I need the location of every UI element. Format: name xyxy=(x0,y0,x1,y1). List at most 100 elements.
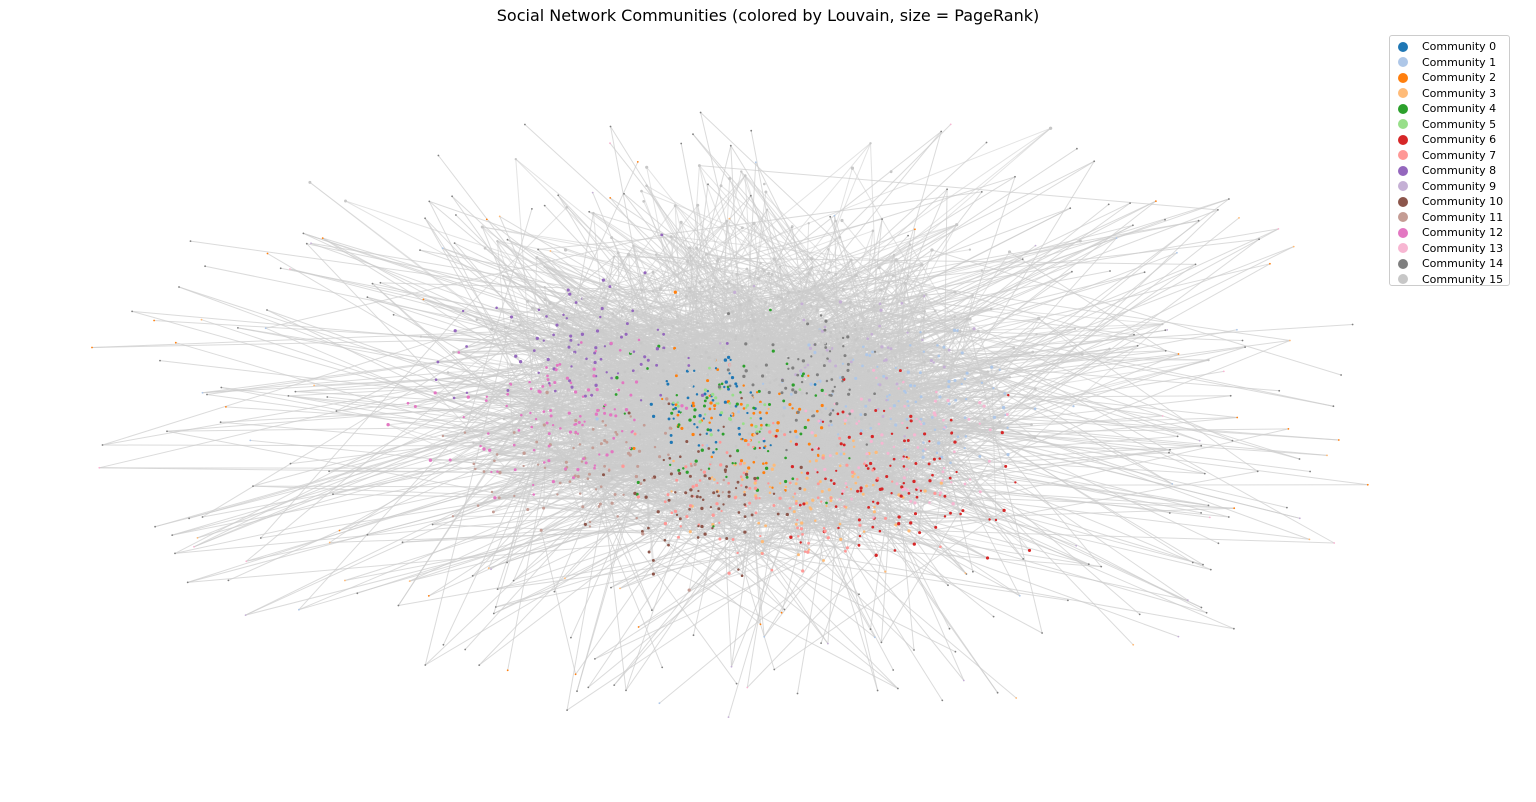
node-community-6 xyxy=(816,471,819,474)
node-community-10 xyxy=(662,458,665,462)
node-community-1 xyxy=(795,435,799,439)
node-community-6 xyxy=(794,442,798,446)
node-community-14 xyxy=(188,517,191,520)
edge xyxy=(830,449,1171,499)
node-community-7 xyxy=(633,432,637,436)
node-community-11 xyxy=(586,477,590,481)
node-community-9 xyxy=(1186,599,1189,602)
node-community-14 xyxy=(783,608,786,611)
node-community-4 xyxy=(785,362,789,366)
node-community-14 xyxy=(761,374,765,378)
node-community-6 xyxy=(915,495,919,499)
node-community-15 xyxy=(756,276,760,281)
node-community-6 xyxy=(959,512,962,516)
node-community-1 xyxy=(990,365,994,369)
edge xyxy=(367,296,797,438)
node-community-14 xyxy=(692,634,695,637)
node-community-15 xyxy=(502,417,506,421)
node-community-0 xyxy=(728,372,731,375)
edge xyxy=(713,286,1334,407)
node-community-13 xyxy=(824,392,827,396)
node-community-14 xyxy=(492,612,495,615)
edge xyxy=(630,353,829,644)
node-community-14 xyxy=(815,373,819,377)
node-community-2 xyxy=(776,421,780,425)
node-community-10 xyxy=(678,517,682,521)
node-community-11 xyxy=(594,488,598,491)
node-community-2 xyxy=(708,421,711,424)
node-community-7 xyxy=(675,478,679,482)
node-community-7 xyxy=(933,491,937,495)
node-community-5 xyxy=(708,366,711,370)
node-community-11 xyxy=(441,434,445,438)
node-community-14 xyxy=(842,345,845,348)
node-community-7 xyxy=(845,546,849,550)
node-community-13 xyxy=(1005,412,1009,417)
node-community-12 xyxy=(680,404,684,408)
node-community-12 xyxy=(505,404,508,408)
node-community-15 xyxy=(543,265,546,268)
node-community-15 xyxy=(813,284,817,288)
legend-label: Community 7 xyxy=(1422,148,1497,162)
node-community-7 xyxy=(731,538,735,541)
node-community-12 xyxy=(617,388,621,392)
node-community-6 xyxy=(1002,508,1006,513)
node-community-3 xyxy=(487,567,490,569)
node-community-2 xyxy=(708,394,711,397)
node-community-13 xyxy=(988,428,992,432)
node-community-15 xyxy=(844,310,847,313)
node-community-3 xyxy=(344,579,346,582)
node-community-14 xyxy=(1351,323,1354,326)
node-community-11 xyxy=(578,443,582,446)
node-community-14 xyxy=(846,368,850,372)
node-community-15 xyxy=(807,222,810,225)
node-community-14 xyxy=(1107,203,1110,206)
node-community-4 xyxy=(791,477,795,481)
node-community-15 xyxy=(755,365,758,368)
node-community-12 xyxy=(621,430,624,433)
node-community-14 xyxy=(796,410,800,414)
node-community-15 xyxy=(668,360,671,363)
node-community-15 xyxy=(651,270,655,274)
node-community-1 xyxy=(954,398,958,402)
node-community-15 xyxy=(480,225,484,229)
node-community-6 xyxy=(842,443,846,447)
node-community-1 xyxy=(914,400,918,404)
node-community-12 xyxy=(546,374,549,378)
node-community-12 xyxy=(512,443,516,447)
node-community-13 xyxy=(949,123,952,126)
node-community-3 xyxy=(964,572,967,574)
node-community-15 xyxy=(548,301,552,305)
node-community-2 xyxy=(750,423,754,427)
node-community-14 xyxy=(764,363,768,367)
edge xyxy=(991,367,997,521)
node-community-1 xyxy=(1115,237,1118,240)
legend-marker xyxy=(1398,212,1408,223)
node-community-9 xyxy=(1198,439,1201,442)
node-community-12 xyxy=(433,391,437,395)
node-community-13 xyxy=(817,419,821,423)
node-community-15 xyxy=(590,369,593,373)
edge xyxy=(424,218,584,459)
legend-label: Community 13 xyxy=(1422,241,1504,255)
node-community-15 xyxy=(605,301,608,304)
node-community-15 xyxy=(684,341,687,345)
node-community-6 xyxy=(857,543,861,547)
node-community-10 xyxy=(798,487,802,490)
node-community-15 xyxy=(1012,346,1016,350)
node-community-14 xyxy=(1136,344,1139,347)
node-community-10 xyxy=(667,498,671,502)
node-community-1 xyxy=(894,366,897,369)
node-community-1 xyxy=(998,368,1001,371)
node-community-10 xyxy=(711,527,714,530)
node-community-15 xyxy=(871,229,875,233)
node-community-15 xyxy=(705,482,710,487)
node-community-14 xyxy=(829,419,833,423)
node-community-3 xyxy=(672,459,675,463)
node-community-15 xyxy=(891,274,895,278)
node-community-5 xyxy=(745,406,748,409)
node-community-2 xyxy=(636,161,639,163)
node-community-5 xyxy=(703,413,707,416)
node-community-15 xyxy=(446,371,450,374)
node-community-15 xyxy=(850,313,853,316)
